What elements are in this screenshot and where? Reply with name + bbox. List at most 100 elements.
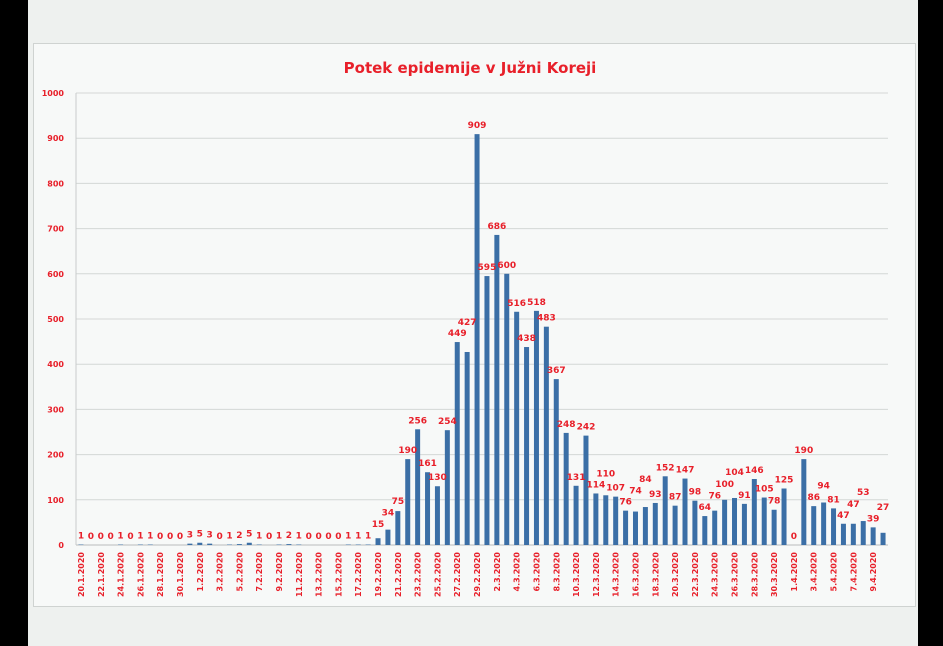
data-label: 53 (857, 488, 870, 498)
bar (464, 351, 470, 545)
data-label: 0 (127, 532, 133, 542)
data-label: 1 (345, 532, 351, 542)
chart-title: Potek epidemije v Južni Koreji (344, 59, 597, 77)
data-label: 76 (619, 498, 632, 508)
x-tick-label: 13.2.2020 (315, 552, 324, 597)
data-label: 15 (372, 520, 385, 530)
data-label: 686 (487, 222, 506, 232)
x-tick-label: 1.4.2020 (790, 552, 799, 592)
bar (385, 529, 391, 545)
bar (434, 486, 440, 545)
bar (583, 435, 589, 545)
data-label: 1 (256, 532, 262, 542)
bar (543, 326, 549, 545)
x-tick-label: 3.2.2020 (216, 552, 225, 592)
data-label: 86 (807, 493, 820, 503)
x-tick-label: 29.2.2020 (473, 552, 482, 597)
x-tick-label: 12.3.2020 (592, 552, 601, 597)
data-label: 0 (157, 532, 163, 542)
x-tick-label: 16.3.2020 (631, 552, 640, 597)
data-label: 152 (656, 463, 675, 473)
data-label: 98 (689, 488, 702, 498)
data-label: 483 (537, 314, 556, 324)
data-label: 0 (306, 532, 312, 542)
bar (781, 488, 787, 545)
bar (494, 234, 500, 546)
data-label: 34 (382, 509, 395, 519)
data-label: 2 (236, 531, 242, 541)
x-tick-label: 20.1.2020 (77, 552, 86, 597)
bar (444, 430, 450, 545)
x-tick-label: 20.3.2020 (671, 552, 680, 597)
y-tick-label: 0 (58, 541, 64, 550)
y-tick-label: 800 (47, 179, 64, 188)
data-label: 600 (497, 261, 516, 271)
data-label: 0 (216, 532, 222, 542)
data-label: 909 (468, 121, 487, 131)
data-label: 1 (117, 532, 123, 542)
bar (870, 527, 876, 545)
data-label: 78 (768, 497, 781, 507)
x-tick-label: 22.3.2020 (691, 552, 700, 597)
bar (524, 347, 530, 545)
bar (563, 432, 569, 545)
y-tick-label: 300 (47, 405, 64, 414)
x-tick-label: 27.2.2020 (453, 552, 462, 597)
x-tick-label: 23.2.2020 (414, 552, 423, 597)
x-tick-label: 9.4.2020 (869, 552, 878, 592)
data-label: 0 (167, 532, 173, 542)
bar (632, 511, 638, 545)
data-label: 1 (276, 532, 282, 542)
data-label: 427 (458, 318, 477, 328)
bar (533, 310, 539, 545)
x-tick-label: 21.2.2020 (394, 552, 403, 597)
x-tick-label: 11.2.2020 (295, 552, 304, 597)
x-tick-label: 14.3.2020 (612, 552, 621, 597)
data-label: 75 (392, 497, 405, 507)
data-label: 367 (547, 366, 566, 376)
data-label: 1 (147, 532, 153, 542)
bar (662, 476, 668, 545)
data-label: 84 (639, 475, 652, 485)
x-tick-label: 7.2.2020 (255, 552, 264, 592)
data-label: 64 (699, 503, 712, 513)
x-tick-label: 7.4.2020 (849, 552, 858, 592)
bar (722, 499, 728, 545)
data-label: 0 (791, 532, 797, 542)
y-axis-ticks: 0 100 200 300 400 500 600 700 800 900 1000 (42, 89, 65, 550)
bar (286, 544, 292, 545)
x-tick-label: 24.1.2020 (117, 552, 126, 597)
x-tick-label: 5.4.2020 (830, 552, 839, 592)
data-label: 81 (827, 495, 840, 505)
data-labels: 1 0 0 0 1 0 1 1 0 0 0 3 5 3 0 1 2 5 1 0 1 2 1 0 0 0 0 1 1 11534751902… (78, 121, 889, 542)
data-label: 3 (187, 531, 193, 541)
data-label: 0 (88, 532, 94, 542)
data-label: 518 (527, 298, 546, 308)
gridlines (75, 92, 888, 546)
data-label: 76 (708, 492, 721, 502)
data-label: 0 (108, 532, 114, 542)
bar (573, 485, 579, 545)
x-tick-label: 30.1.2020 (176, 552, 185, 597)
data-label: 100 (715, 480, 734, 490)
bar (514, 311, 520, 545)
data-label: 3 (207, 531, 213, 541)
data-label: 104 (725, 468, 744, 478)
y-tick-label: 1000 (42, 89, 65, 98)
data-label: 110 (596, 469, 615, 479)
data-label: 39 (867, 514, 880, 524)
data-label: 1 (365, 532, 371, 542)
data-label: 1 (78, 532, 84, 542)
x-tick-label: 15.2.2020 (334, 552, 343, 597)
data-label: 105 (755, 485, 774, 495)
bar (474, 134, 480, 545)
data-label: 5 (246, 530, 252, 540)
data-label: 161 (418, 459, 437, 469)
bar (692, 500, 698, 545)
data-label: 1 (226, 532, 232, 542)
bar (732, 497, 738, 545)
data-label: 47 (847, 500, 860, 510)
x-tick-label: 10.3.2020 (572, 552, 581, 597)
data-label: 130 (428, 473, 447, 483)
